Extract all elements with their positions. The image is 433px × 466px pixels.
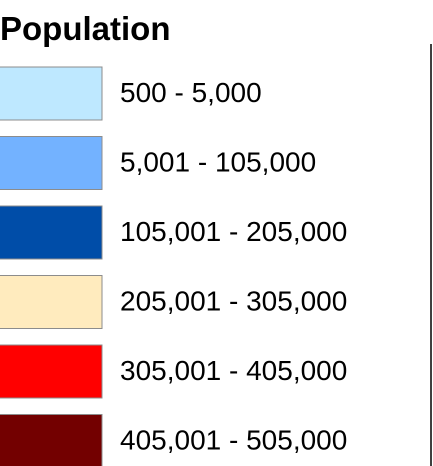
legend-label: 500 - 5,000 <box>120 77 262 108</box>
legend-label: 205,001 - 305,000 <box>120 285 347 316</box>
legend-label: 305,001 - 405,000 <box>120 355 347 386</box>
legend-swatch <box>0 414 103 466</box>
legend-swatch <box>0 275 103 329</box>
legend-label: 5,001 - 105,000 <box>120 146 316 177</box>
legend-label: 405,001 - 505,000 <box>120 424 347 455</box>
legend-swatch <box>0 136 103 190</box>
legend-title: Population <box>0 10 170 47</box>
legend-label: 105,001 - 205,000 <box>120 216 347 247</box>
legend-swatch <box>0 66 103 121</box>
legend-items: 500 - 5,000 5,001 - 105,000 105,001 - 205,… <box>0 66 347 466</box>
legend-swatch <box>0 205 103 260</box>
legend-swatch <box>0 344 103 399</box>
